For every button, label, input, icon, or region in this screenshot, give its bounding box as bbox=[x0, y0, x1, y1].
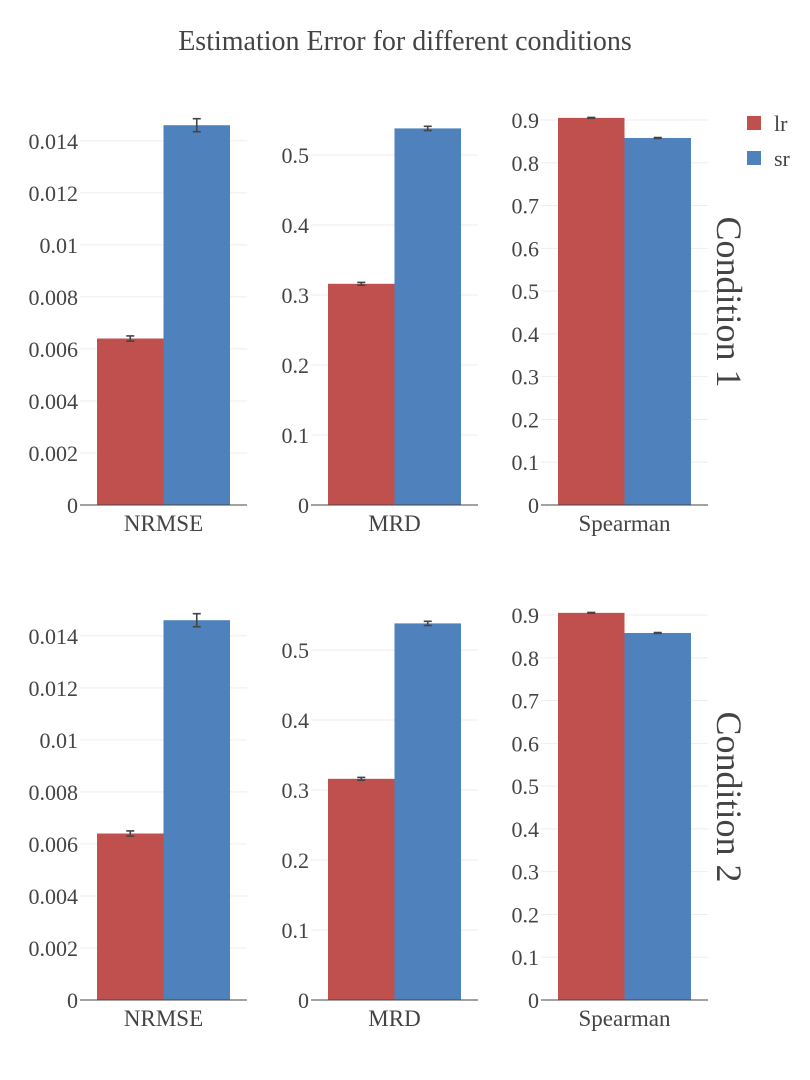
y-tick-label: 0.1 bbox=[282, 918, 310, 943]
y-tick-label: 0.6 bbox=[512, 236, 540, 261]
error-bar-sr bbox=[192, 117, 201, 133]
y-tick-label: 0.01 bbox=[40, 728, 79, 753]
error-bar-lr bbox=[357, 281, 366, 287]
x-category-label: NRMSE bbox=[124, 511, 203, 536]
y-tick-label: 0.5 bbox=[282, 143, 310, 168]
bar-lr-nrmse bbox=[97, 338, 164, 505]
y-tick-label: 0.012 bbox=[29, 181, 79, 206]
x-category-label: Spearman bbox=[579, 511, 671, 536]
y-tick-label: 0.3 bbox=[512, 365, 540, 390]
legend-label-lr: lr bbox=[774, 111, 788, 136]
y-tick-label: 0.008 bbox=[29, 780, 79, 805]
bar-lr-nrmse bbox=[97, 833, 164, 1000]
error-bar-sr bbox=[423, 125, 432, 132]
y-tick-label: 0.7 bbox=[512, 194, 540, 219]
bar-lr-spearman bbox=[558, 117, 625, 505]
x-category-label: Spearman bbox=[579, 1006, 671, 1031]
y-tick-label: 0.4 bbox=[512, 817, 540, 842]
bar-sr-nrmse bbox=[163, 620, 230, 1000]
y-tick-label: 0.8 bbox=[512, 646, 540, 671]
y-tick-label: 0.9 bbox=[512, 108, 540, 133]
y-tick-label: 0.014 bbox=[29, 129, 79, 154]
y-tick-label: 0.1 bbox=[282, 423, 310, 448]
y-tick-label: 0.002 bbox=[29, 441, 79, 466]
y-tick-label: 0.3 bbox=[282, 283, 310, 308]
bar-sr-spearman bbox=[624, 137, 691, 505]
error-bar-lr bbox=[587, 116, 596, 120]
bar-lr-mrd bbox=[328, 283, 395, 505]
panel-nrmse: 0 0.002 0.004 0.006 0.008 0.01 0.012 0.014 NRMSE bbox=[29, 612, 247, 1031]
y-tick-label: 0 bbox=[67, 988, 78, 1013]
y-tick-label: 0.4 bbox=[282, 213, 310, 238]
panel-mrd: 0 0.1 0.2 0.3 0.4 0.5 MRD bbox=[282, 620, 478, 1031]
y-tick-label: 0.002 bbox=[29, 936, 79, 961]
bar-lr-spearman bbox=[558, 612, 625, 1000]
panel-spearman: 0 0.1 0.2 0.3 0.4 0.5 0.6 0.7 0.8 0.9 Spearman bbox=[512, 108, 708, 536]
y-tick-label: 0 bbox=[298, 493, 309, 518]
y-tick-label: 0.01 bbox=[40, 233, 79, 258]
bar-lr-mrd bbox=[328, 778, 395, 1000]
row-label: Condition 1 bbox=[709, 216, 749, 387]
y-tick-label: 0.004 bbox=[29, 389, 79, 414]
legend-entry-lr[interactable]: lr bbox=[747, 111, 788, 136]
y-tick-label: 0.006 bbox=[29, 337, 79, 362]
bar-sr-mrd bbox=[394, 623, 461, 1000]
error-bar-sr bbox=[423, 620, 432, 627]
error-bar-sr bbox=[653, 136, 662, 140]
y-tick-label: 0 bbox=[528, 988, 539, 1013]
y-tick-label: 0.2 bbox=[282, 848, 310, 873]
legend-entry-sr[interactable]: sr bbox=[747, 146, 791, 171]
y-tick-label: 0.006 bbox=[29, 832, 79, 857]
bar-sr-spearman bbox=[624, 632, 691, 1000]
y-tick-label: 0.3 bbox=[512, 860, 540, 885]
legend: lr sr bbox=[747, 111, 791, 171]
y-tick-label: 0.4 bbox=[512, 322, 540, 347]
y-tick-label: 0.3 bbox=[282, 778, 310, 803]
chart-title: Estimation Error for different condition… bbox=[178, 26, 632, 57]
error-bar-lr bbox=[357, 776, 366, 782]
x-category-label: NRMSE bbox=[124, 1006, 203, 1031]
error-bar-sr bbox=[192, 612, 201, 628]
panel-mrd: 0 0.1 0.2 0.3 0.4 0.5 MRD bbox=[282, 125, 478, 536]
y-tick-label: 0.6 bbox=[512, 731, 540, 756]
error-bar-sr bbox=[653, 631, 662, 635]
error-bar-lr bbox=[126, 830, 135, 837]
error-bar-lr bbox=[587, 611, 596, 615]
y-tick-label: 0.5 bbox=[512, 279, 540, 304]
y-tick-label: 0.012 bbox=[29, 676, 79, 701]
x-category-label: MRD bbox=[368, 1006, 420, 1031]
y-tick-label: 0.9 bbox=[512, 603, 540, 628]
bar-sr-nrmse bbox=[163, 125, 230, 506]
legend-swatch-sr bbox=[747, 151, 761, 165]
y-tick-label: 0.1 bbox=[512, 945, 540, 970]
y-tick-label: 0.5 bbox=[512, 774, 540, 799]
y-tick-label: 0.4 bbox=[282, 708, 310, 733]
bar-sr-mrd bbox=[394, 128, 461, 505]
y-tick-label: 0.5 bbox=[282, 638, 310, 663]
legend-label-sr: sr bbox=[774, 146, 791, 171]
legend-swatch-lr bbox=[747, 116, 761, 130]
y-tick-label: 0.014 bbox=[29, 624, 79, 649]
row-2: 0 0.002 0.004 0.006 0.008 0.01 0.012 0.014 NRMSE… bbox=[29, 603, 750, 1031]
x-category-label: MRD bbox=[368, 511, 420, 536]
y-tick-label: 0 bbox=[67, 493, 78, 518]
y-tick-label: 0.2 bbox=[512, 407, 540, 432]
y-tick-label: 0.008 bbox=[29, 285, 79, 310]
row-1: 0 0.002 0.004 0.006 0.008 0.01 0.012 0.014 NRMSE… bbox=[29, 108, 750, 536]
y-tick-label: 0 bbox=[528, 493, 539, 518]
y-tick-label: 0.1 bbox=[512, 450, 540, 475]
row-label: Condition 2 bbox=[709, 711, 749, 882]
y-tick-label: 0.2 bbox=[512, 902, 540, 927]
panel-spearman: 0 0.1 0.2 0.3 0.4 0.5 0.6 0.7 0.8 0.9 Spearman bbox=[512, 603, 708, 1031]
y-tick-label: 0.8 bbox=[512, 151, 540, 176]
error-bar-lr bbox=[126, 335, 135, 342]
y-tick-label: 0.7 bbox=[512, 689, 540, 714]
y-tick-label: 0 bbox=[298, 988, 309, 1013]
y-tick-label: 0.2 bbox=[282, 353, 310, 378]
plot-grid: 0 0.002 0.004 0.006 0.008 0.01 0.012 0.014 NRMSE… bbox=[29, 108, 750, 1031]
panel-nrmse: 0 0.002 0.004 0.006 0.008 0.01 0.012 0.014 NRMSE bbox=[29, 117, 247, 536]
y-tick-label: 0.004 bbox=[29, 884, 79, 909]
